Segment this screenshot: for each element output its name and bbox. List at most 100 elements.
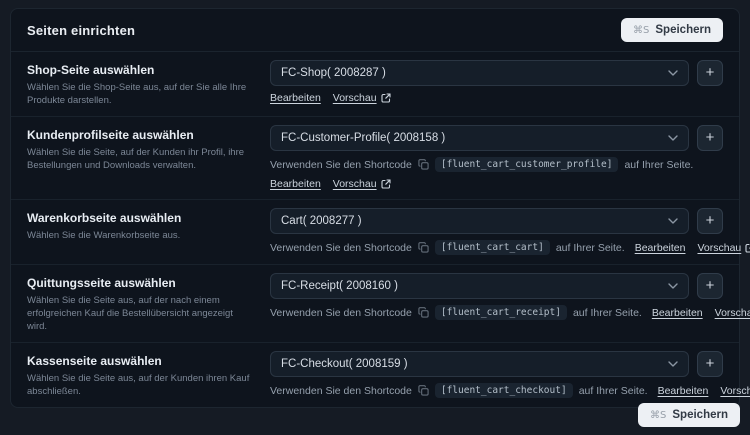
section-checkout-right: FC-Checkout( 2008159 ) + Verwenden Sie d…: [270, 351, 750, 398]
inline-links: Bearbeiten Vorschau: [658, 385, 750, 397]
copy-icon[interactable]: [418, 242, 429, 253]
section-title: Warenkorbseite auswählen: [27, 211, 182, 225]
save-button-label: Speichern: [655, 24, 711, 36]
customer-profile-page-select[interactable]: FC-Customer-Profile( 2008158 ): [270, 125, 689, 151]
chevron-down-icon: [668, 135, 678, 141]
section-title: Kundenprofilseite auswählen: [27, 128, 194, 142]
shortcode-suffix: auf Ihrer Seite.: [624, 158, 694, 171]
inline-links: Bearbeiten Vorschau: [635, 242, 750, 254]
shortcode-value[interactable]: [fluent_cart_cart]: [434, 240, 550, 255]
shortcode-value[interactable]: [fluent_cart_receipt]: [434, 305, 567, 320]
section-description: Wählen Sie die Warenkorbseite aus.: [27, 230, 181, 241]
inline-links: Bearbeiten Vorschau: [652, 307, 750, 319]
shortcode-row: Verwenden Sie den Shortcode [fluent_cart…: [270, 383, 750, 398]
add-page-button[interactable]: +: [697, 351, 723, 377]
chevron-down-icon: [668, 361, 678, 367]
section-description: Wählen Sie die Shop-Seite aus, auf der S…: [27, 82, 247, 106]
section-description: Wählen Sie die Seite, auf der Kunden ihr…: [27, 147, 245, 171]
save-button-footer[interactable]: ⌘S Speichern: [638, 403, 740, 427]
add-page-button[interactable]: +: [697, 60, 723, 86]
chevron-down-icon: [668, 70, 678, 76]
checkout-page-select[interactable]: FC-Checkout( 2008159 ): [270, 351, 689, 377]
copy-icon[interactable]: [418, 159, 429, 170]
preview-link[interactable]: Vorschau: [333, 178, 391, 190]
receipt-page-select-value: FC-Receipt( 2008160 ): [281, 280, 398, 292]
preview-link-label: Vorschau: [714, 306, 750, 319]
preview-link[interactable]: Vorschau: [715, 307, 750, 319]
shortcode-value[interactable]: [fluent_cart_customer_profile]: [434, 157, 619, 172]
chevron-down-icon: [668, 283, 678, 289]
shortcode-suffix: auf Ihrer Seite.: [555, 241, 625, 254]
edit-link[interactable]: Bearbeiten: [270, 178, 321, 190]
add-page-button[interactable]: +: [697, 208, 723, 234]
preview-link-label: Vorschau: [332, 92, 377, 104]
shortcode-prefix: Verwenden Sie den Shortcode: [270, 241, 412, 254]
footer-bar: ⌘S Speichern: [638, 403, 740, 427]
pages-setup-card: Seiten einrichten ⌘S Speichern Shop-Seit…: [10, 8, 750, 408]
section-cart-right: Cart( 2008277 ) + Verwenden Sie den Shor…: [270, 208, 723, 255]
preview-link[interactable]: Vorschau: [333, 92, 391, 104]
preview-link[interactable]: Vorschau: [720, 385, 750, 397]
shortcode-prefix: Verwenden Sie den Shortcode: [270, 306, 412, 319]
add-page-button[interactable]: +: [697, 273, 723, 299]
receipt-page-select[interactable]: FC-Receipt( 2008160 ): [270, 273, 689, 299]
cart-page-select[interactable]: Cart( 2008277 ): [270, 208, 689, 234]
chevron-down-icon: [668, 218, 678, 224]
links-row: Bearbeiten Vorschau: [270, 178, 723, 190]
section-cart-page: Warenkorbseite auswählen Wählen Sie die …: [11, 200, 739, 265]
shortcode-row: Verwenden Sie den Shortcode [fluent_cart…: [270, 305, 750, 320]
section-shop-left: Shop-Seite auswählen Wählen Sie die Shop…: [27, 60, 252, 107]
add-page-button[interactable]: +: [697, 125, 723, 151]
shortcode-prefix: Verwenden Sie den Shortcode: [270, 384, 412, 397]
section-title: Kassenseite auswählen: [27, 354, 162, 368]
preview-link-label: Vorschau: [720, 384, 750, 397]
section-receipt-right: FC-Receipt( 2008160 ) + Verwenden Sie de…: [270, 273, 750, 333]
keyboard-shortcut-badge: ⌘S: [650, 409, 667, 421]
edit-link[interactable]: Bearbeiten: [657, 384, 709, 397]
card-header: Seiten einrichten ⌘S Speichern: [11, 9, 739, 52]
section-customer-profile-page: Kundenprofilseite auswählen Wählen Sie d…: [11, 117, 739, 200]
edit-link[interactable]: Bearbeiten: [634, 241, 686, 254]
checkout-page-select-value: FC-Checkout( 2008159 ): [281, 358, 408, 370]
section-shop-page: Shop-Seite auswählen Wählen Sie die Shop…: [11, 52, 739, 117]
save-button-label: Speichern: [672, 409, 728, 421]
select-row: FC-Shop( 2008287 ) +: [270, 60, 723, 86]
shortcode-prefix: Verwenden Sie den Shortcode: [270, 158, 412, 171]
save-button-header[interactable]: ⌘S Speichern: [621, 18, 723, 42]
section-customer-profile-right: FC-Customer-Profile( 2008158 ) + Verwend…: [270, 125, 723, 190]
section-title: Quittungsseite auswählen: [27, 276, 176, 290]
section-receipt-page: Quittungsseite auswählen Wählen Sie die …: [11, 265, 750, 343]
edit-link[interactable]: Bearbeiten: [651, 306, 703, 319]
cart-page-select-value: Cart( 2008277 ): [281, 215, 362, 227]
keyboard-shortcut-badge: ⌘S: [633, 24, 650, 36]
select-row: FC-Checkout( 2008159 ) +: [270, 351, 723, 377]
section-shop-right: FC-Shop( 2008287 ) + Bearbeiten Vorschau: [270, 60, 723, 107]
preview-link-label: Vorschau: [332, 178, 377, 190]
shortcode-suffix: auf Ihrer Seite.: [572, 306, 642, 319]
shop-page-select-value: FC-Shop( 2008287 ): [281, 67, 386, 79]
select-row: FC-Customer-Profile( 2008158 ) +: [270, 125, 723, 151]
external-link-icon: [381, 179, 391, 189]
copy-icon[interactable]: [418, 307, 429, 318]
page-title: Seiten einrichten: [27, 22, 136, 38]
shortcode-row: Verwenden Sie den Shortcode [fluent_cart…: [270, 240, 723, 255]
section-cart-left: Warenkorbseite auswählen Wählen Sie die …: [27, 208, 252, 255]
section-receipt-left: Quittungsseite auswählen Wählen Sie die …: [27, 273, 252, 333]
links-row: Bearbeiten Vorschau: [270, 92, 723, 104]
shop-page-select[interactable]: FC-Shop( 2008287 ): [270, 60, 689, 86]
section-checkout-left: Kassenseite auswählen Wählen Sie die Sei…: [27, 351, 252, 398]
edit-link[interactable]: Bearbeiten: [270, 92, 321, 104]
preview-link-label: Vorschau: [697, 241, 742, 254]
select-row: Cart( 2008277 ) +: [270, 208, 723, 234]
shortcode-row: Verwenden Sie den Shortcode [fluent_cart…: [270, 157, 723, 172]
shortcode-suffix: auf Ihrer Seite.: [578, 384, 648, 397]
section-checkout-page: Kassenseite auswählen Wählen Sie die Sei…: [11, 343, 750, 407]
section-customer-profile-left: Kundenprofilseite auswählen Wählen Sie d…: [27, 125, 252, 190]
external-link-icon: [381, 93, 391, 103]
copy-icon[interactable]: [418, 385, 429, 396]
customer-profile-page-select-value: FC-Customer-Profile( 2008158 ): [281, 132, 446, 144]
external-link-icon: [745, 243, 750, 253]
preview-link[interactable]: Vorschau: [697, 242, 750, 254]
select-row: FC-Receipt( 2008160 ) +: [270, 273, 723, 299]
shortcode-value[interactable]: [fluent_cart_checkout]: [434, 383, 573, 398]
